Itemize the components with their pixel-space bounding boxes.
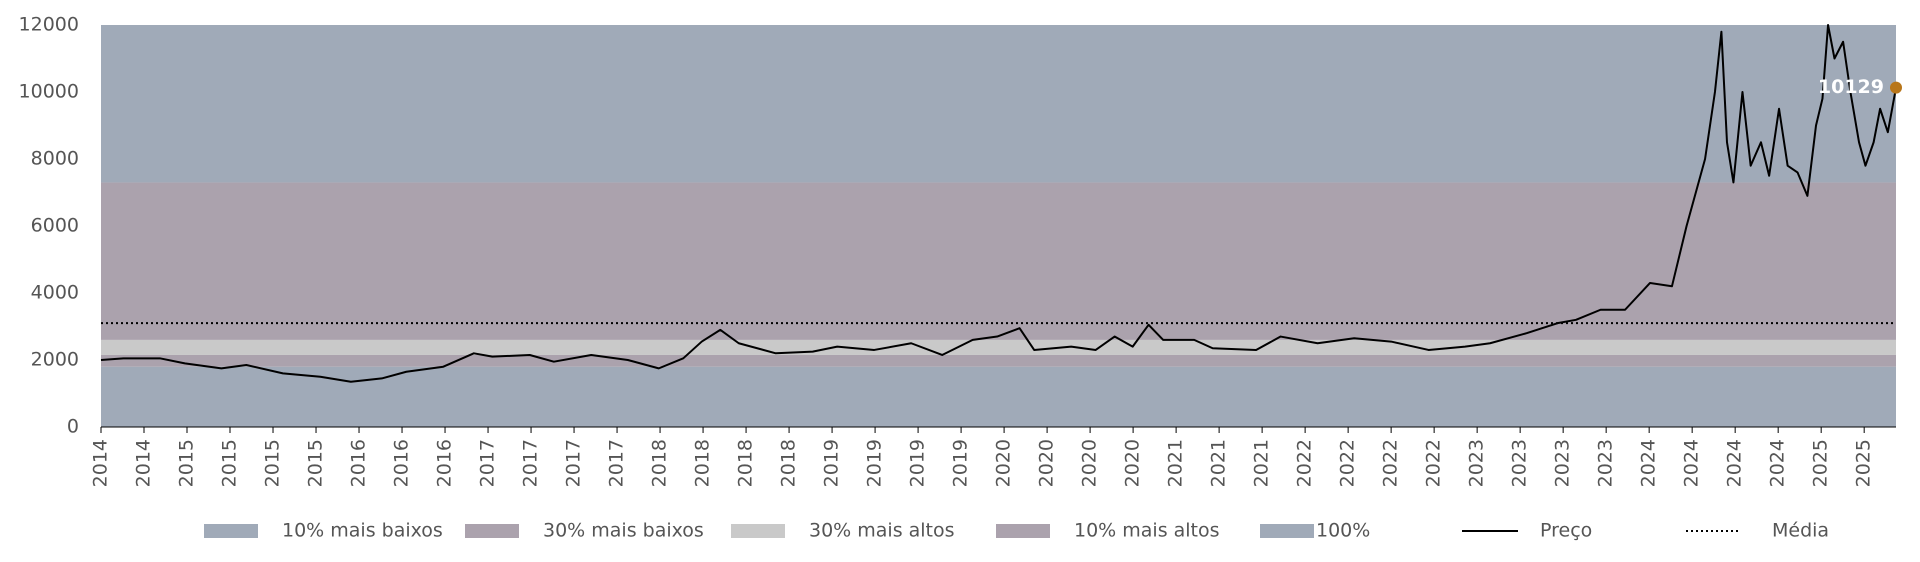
x-tick-label: 2017 [563,439,585,487]
x-tick-label: 2015 [219,439,241,487]
legend-swatch [1260,524,1314,538]
band [101,182,1896,340]
x-tick-label: 2019 [950,439,972,487]
x-tick-label: 2017 [606,439,628,487]
x-tick-label: 2023 [1509,439,1531,487]
x-tick-label: 2016 [391,439,413,487]
y-tick-label: 12000 [19,14,79,36]
x-tick-label: 2025 [1810,439,1832,487]
y-tick-label: 4000 [31,282,79,304]
legend-label: 10% mais altos [1074,520,1220,542]
x-tick-label: 2024 [1681,439,1703,487]
x-tick-label: 2015 [262,439,284,487]
y-tick-label: 2000 [31,349,79,371]
legend-label: Preço [1540,520,1592,542]
x-tick-label: 2021 [1251,439,1273,487]
last-point [1890,81,1902,94]
x-tick-label: 2024 [1724,439,1746,487]
x-tick-label: 2015 [305,439,327,487]
x-tick-label: 2020 [993,439,1015,487]
x-tick-label: 2025 [1853,439,1875,487]
x-tick-label: 2021 [1208,439,1230,487]
x-tick-label: 2019 [907,439,929,487]
legend-label: 10% mais baixos [282,520,443,542]
x-tick-label: 2015 [176,439,198,487]
legend-label: 30% mais altos [809,520,955,542]
legend-swatch [731,524,785,538]
x-tick-label: 2016 [434,439,456,487]
x-tick-label: 2023 [1552,439,1574,487]
x-tick-label: 2018 [778,439,800,487]
x-tick-label: 2022 [1294,439,1316,487]
x-tick-label: 2022 [1380,439,1402,487]
band [101,366,1896,427]
x-tick-label: 2017 [520,439,542,487]
x-tick-label: 2018 [649,439,671,487]
price-line [100,24,1897,383]
x-tick-label: 2022 [1423,439,1445,487]
legend-swatch [204,524,258,538]
x-tick-label: 2020 [1079,439,1101,487]
x-tick-label: 2019 [821,439,843,487]
x-tick-label: 2022 [1337,439,1359,487]
x-tick-label: 2019 [864,439,886,487]
band [101,354,1896,367]
y-tick-label: 0 [67,416,79,438]
x-tick-label: 2024 [1638,439,1660,487]
legend-swatch [996,524,1050,538]
x-tick-label: 2018 [735,439,757,487]
y-tick-label: 6000 [31,215,79,237]
x-tick-label: 2018 [692,439,714,487]
last-value-label: 10129 [1818,76,1884,98]
x-tick-label: 2023 [1595,439,1617,487]
legend-label: 100% [1316,520,1370,542]
x-tick-label: 2014 [133,439,155,487]
legend-label: Média [1772,520,1829,542]
band [101,339,1896,355]
band [101,25,1896,183]
y-tick-label: 10000 [19,81,79,103]
x-tick-label: 2021 [1165,439,1187,487]
x-tick-label: 2017 [477,439,499,487]
x-tick-label: 2014 [90,439,112,487]
legend-label: 30% mais baixos [543,520,704,542]
y-tick-label: 8000 [31,148,79,170]
x-tick-label: 2016 [348,439,370,487]
legend-swatch [465,524,519,538]
x-tick-label: 2023 [1466,439,1488,487]
x-tick-label: 2020 [1122,439,1144,487]
x-tick-label: 2020 [1036,439,1058,487]
x-tick-label: 2024 [1767,439,1789,487]
